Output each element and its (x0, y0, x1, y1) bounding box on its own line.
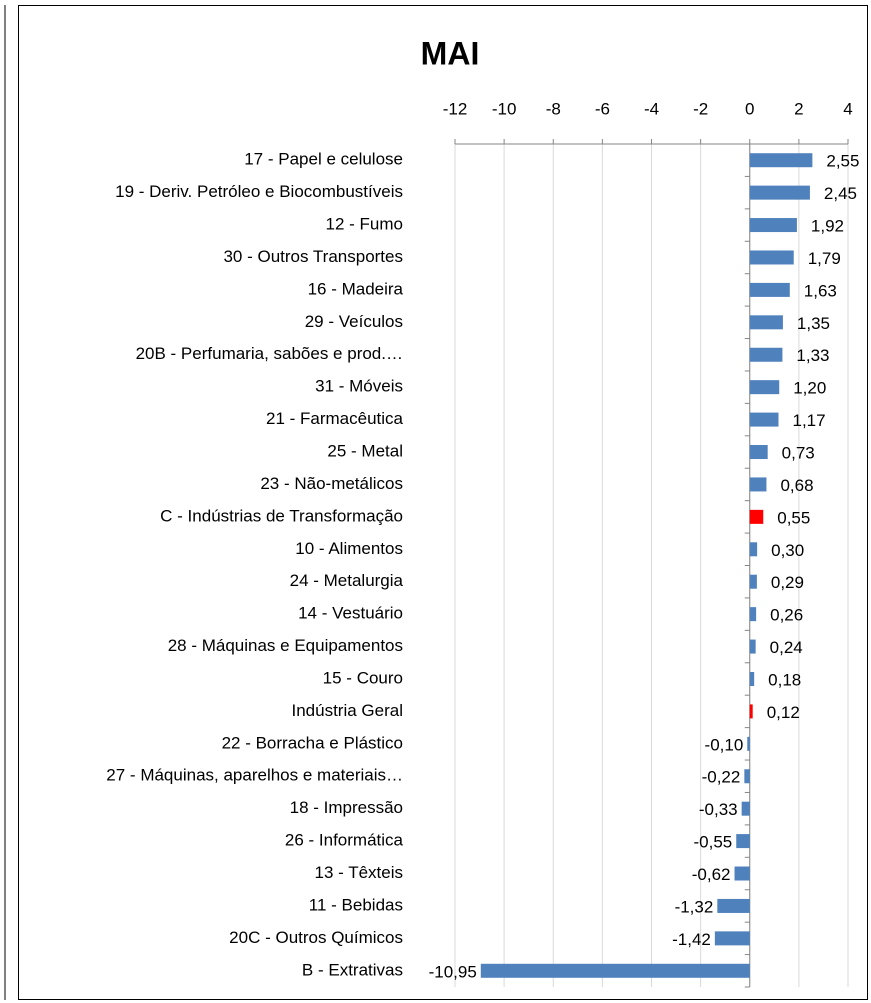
category-label: 18 - Impressão (290, 798, 403, 817)
value-label: 0,73 (782, 444, 815, 463)
value-label: -10,95 (429, 962, 477, 981)
value-label: 0,12 (767, 703, 800, 722)
bar (480, 963, 750, 978)
value-label: -0,10 (705, 735, 744, 754)
x-tick-label: 4 (843, 99, 852, 118)
category-label: 19 - Deriv. Petróleo e Biocombustíveis (115, 182, 403, 201)
x-tick-label: -10 (492, 99, 517, 118)
bar (749, 704, 753, 719)
chart-title: MAI (421, 35, 480, 71)
bar (749, 509, 764, 524)
category-label: 30 - Outros Transportes (223, 247, 403, 266)
value-label: -0,55 (693, 833, 732, 852)
value-label: 1,33 (796, 346, 829, 365)
x-tick-label: 0 (745, 99, 754, 118)
category-label: 29 - Veículos (305, 312, 403, 331)
bar (749, 639, 756, 654)
bar (749, 153, 813, 168)
value-label: 0,24 (770, 638, 803, 657)
category-label: 23 - Não-metálicos (260, 474, 403, 493)
category-label: 12 - Fumo (326, 215, 403, 234)
bar (749, 574, 757, 589)
chart-border (18, 5, 868, 1000)
category-label: B - Extrativas (302, 960, 403, 979)
category-label: 28 - Máquinas e Equipamentos (168, 636, 403, 655)
value-label: 0,55 (777, 508, 810, 527)
bar (749, 412, 779, 427)
bar (736, 834, 750, 849)
bar (749, 315, 783, 330)
x-tick-label: 2 (794, 99, 803, 118)
value-label: -1,32 (675, 897, 714, 916)
category-label: 17 - Papel e celulose (244, 150, 403, 169)
x-tick-label: -4 (644, 99, 659, 118)
value-label: 1,79 (808, 249, 841, 268)
bar (749, 542, 758, 557)
value-label: 1,92 (811, 217, 844, 236)
bar (734, 866, 750, 881)
value-label: 0,18 (768, 670, 801, 689)
value-label: 2,45 (824, 184, 857, 203)
value-label: -0,33 (699, 800, 738, 819)
bar (749, 477, 767, 492)
x-tick-label: -2 (693, 99, 708, 118)
bar (749, 282, 790, 297)
value-label: 1,63 (804, 281, 837, 300)
category-label: 11 - Bebidas (309, 895, 403, 914)
category-label: Indústria Geral (292, 701, 404, 720)
bar (744, 769, 750, 784)
value-label: 1,35 (797, 314, 830, 333)
bar (749, 607, 757, 622)
bar (749, 185, 810, 200)
x-tick-label: -12 (443, 99, 468, 118)
bar (749, 445, 768, 460)
category-label: 24 - Metalurgia (290, 571, 404, 590)
x-tick-label: -8 (546, 99, 561, 118)
value-label: 0,68 (780, 476, 813, 495)
category-label: 20B - Perfumaria, sabões e prod.… (136, 344, 403, 363)
category-label: 10 - Alimentos (295, 539, 403, 558)
x-tick-label: -6 (595, 99, 610, 118)
value-label: 1,17 (792, 411, 825, 430)
bar (749, 250, 794, 265)
category-label: 13 - Têxteis (314, 863, 403, 882)
bar (749, 218, 797, 233)
value-label: 0,26 (770, 606, 803, 625)
category-label: 25 - Metal (327, 442, 403, 461)
bar (747, 736, 750, 751)
category-label: 21 - Farmacêutica (266, 409, 404, 428)
bar (749, 671, 755, 686)
category-label: C - Indústrias de Transformação (160, 506, 403, 525)
value-label: 2,55 (826, 152, 859, 171)
category-label: 20C - Outros Químicos (229, 928, 403, 947)
category-label: 26 - Informática (285, 831, 404, 850)
category-label: 27 - Máquinas, aparelhos e materiais… (106, 766, 403, 785)
bar (717, 898, 750, 913)
category-label: 16 - Madeira (308, 279, 404, 298)
bar (749, 380, 780, 395)
category-label: 22 - Borracha e Plástico (222, 733, 403, 752)
value-label: -0,62 (692, 865, 731, 884)
bar (741, 801, 750, 816)
category-label: 15 - Couro (323, 668, 403, 687)
category-label: 31 - Móveis (315, 377, 403, 396)
value-label: -0,22 (702, 768, 741, 787)
value-label: 0,29 (771, 573, 804, 592)
bar (749, 347, 783, 362)
value-label: -1,42 (672, 930, 711, 949)
value-label: 1,20 (793, 379, 826, 398)
bar (714, 931, 750, 946)
category-label: 14 - Vestuário (298, 604, 403, 623)
value-label: 0,30 (771, 541, 804, 560)
